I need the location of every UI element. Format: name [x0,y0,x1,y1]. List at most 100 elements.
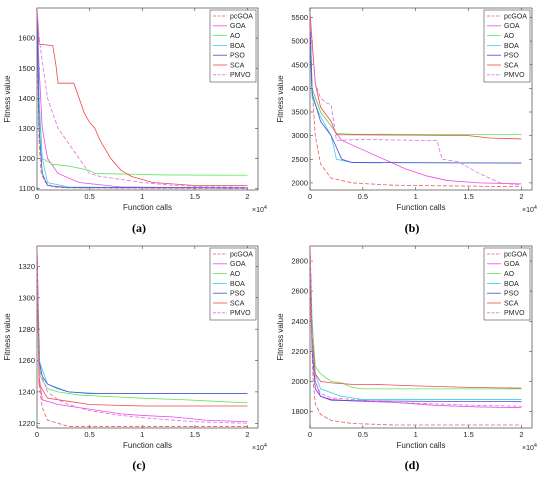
y-tick-label: 2000 [291,377,308,386]
y-tick-label: 2000 [291,179,308,188]
x-multiplier-exponent: 4 [264,205,267,211]
y-tick-label: 1300 [18,124,35,133]
legend-label-goa: GOA [504,23,520,30]
series-line-pmvo [37,246,248,424]
legend: pcGOA GOA AO BOA PSO SCA PMVO [483,247,531,321]
x-tick-label: 0 [35,192,39,201]
y-tick-label: 5500 [291,13,308,22]
panel-caption-letter: (a) [132,221,146,235]
legend-label-pcgoa: pcGOA [230,251,253,258]
series-line-pso [310,246,522,403]
series-line-sca [37,8,248,186]
x-tick-label: 2 [245,192,249,201]
x-axis-label: Function calls [123,203,172,212]
y-axis-label: Fitness value [276,313,285,361]
x-tick-label: 0.5 [358,430,368,439]
chart-panel-2: 0 0.5 1 1.5 2 2000 2500 3000 3500 4000 4500 5000 550… [276,7,537,235]
legend: pcGOA GOA AO BOA PSO SCA PMVO [483,9,531,83]
x-tick-label: 0 [308,430,312,439]
x-tick-label: 0.5 [84,192,94,201]
legend-label-pmvo: PMVO [230,310,251,317]
x-axis-label: Function calls [397,203,446,212]
x-tick-label: 0.5 [358,192,368,201]
panel-caption: (d) [405,458,420,472]
x-tick-label: 0 [35,430,39,439]
y-tick-label: 2800 [291,257,308,266]
legend-label-boa: BOA [504,43,519,50]
panel-caption: (c) [132,458,145,472]
x-tick-label: 1.5 [190,430,200,439]
series-line-pmvo [310,22,522,186]
y-tick-label: 1280 [18,325,35,334]
x-multiplier-exponent: 4 [264,443,267,449]
x-tick-label: 2 [245,430,249,439]
x-multiplier-exponent: 4 [534,443,537,449]
x-tick-label: 1 [414,430,418,439]
y-tick-label: 1100 [19,184,35,193]
y-tick-label: 2600 [291,287,308,296]
y-tick-label: 1400 [18,94,35,103]
y-tick-label: 2500 [291,155,308,164]
x-multiplier-exponent: 4 [534,205,537,211]
x-multiplier: ×104 [252,443,267,452]
legend-label-goa: GOA [504,261,520,268]
y-tick-label: 1320 [18,262,35,271]
legend-label-ao: AO [230,271,241,278]
y-tick-label: 5000 [291,37,308,46]
y-tick-label: 1600 [18,34,35,43]
series-line-pso [37,246,248,394]
legend-label-pcgoa: pcGOA [504,13,527,20]
x-tick-label: 1.5 [190,192,200,201]
legend-label-ao: AO [230,33,241,40]
series-line-ao [37,8,248,176]
legend: pcGOA GOA AO BOA PSO SCA PMVO [209,9,257,83]
series-line-pso [37,8,248,189]
legend-label-ao: AO [504,271,515,278]
series-line-pmvo [310,246,522,407]
series-line-pmvo [37,8,248,188]
legend-box [483,247,531,321]
legend-label-sca: SCA [504,300,519,307]
legend-box [209,9,257,83]
y-tick-label: 1260 [18,356,35,365]
legend: pcGOA GOA AO BOA PSO SCA PMVO [209,247,257,321]
x-tick-label: 1.5 [463,430,473,439]
panel-caption-letter: (d) [405,458,420,472]
x-tick-label: 1.5 [463,192,473,201]
series-line-goa [37,246,248,423]
legend-label-pso: PSO [504,291,519,298]
y-axis-label: Fitness value [276,75,285,123]
series-line-sca [310,246,522,389]
legend-label-goa: GOA [230,261,246,268]
legend-label-pso: PSO [230,291,245,298]
y-tick-label: 4000 [291,84,308,93]
y-tick-label: 1300 [18,293,35,302]
legend-label-ao: AO [504,33,515,40]
x-axis-label: Function calls [123,441,172,450]
series-line-sca [37,246,248,407]
legend-label-sca: SCA [230,62,245,69]
legend-label-sca: SCA [230,300,245,307]
legend-label-pcgoa: pcGOA [504,251,527,258]
y-tick-label: 1240 [18,388,35,397]
chart-panel-4: 0 0.5 1 1.5 2 1800 2000 2200 2400 2600 2800 Functio… [276,245,537,472]
series-line-pso [310,31,522,164]
series-line-ao [310,246,522,390]
chart-panel-1: 0 0.5 1 1.5 2 1100 1200 1300 1400 1500 1600 Functio… [3,7,267,235]
x-multiplier: ×104 [252,205,267,214]
y-tick-label: 2400 [291,317,308,326]
legend-label-sca: SCA [504,62,519,69]
legend-label-pmvo: PMVO [230,72,251,79]
y-tick-label: 3500 [291,108,308,117]
legend-label-pmvo: PMVO [504,72,525,79]
series-line-sca [310,12,522,140]
x-multiplier-base: ×10 [252,445,264,452]
x-tick-label: 2 [519,192,523,201]
panel-caption: (a) [132,221,146,235]
y-tick-label: 2200 [291,347,308,356]
legend-label-pso: PSO [230,53,245,60]
series-line-pcgoa [310,246,522,426]
x-multiplier-base: ×10 [522,207,534,214]
x-tick-label: 1 [414,192,418,201]
